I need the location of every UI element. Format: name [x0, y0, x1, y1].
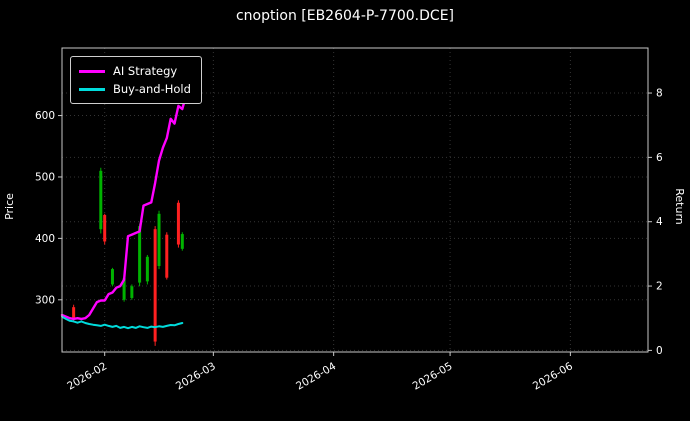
candle-body — [103, 215, 107, 242]
return-tick-label: 6 — [656, 152, 663, 164]
candle-body — [165, 234, 169, 278]
gridlines — [62, 48, 648, 352]
candle-body — [110, 269, 114, 285]
candle-body — [157, 213, 161, 267]
date-tick-label: 2026-06 — [531, 360, 575, 392]
price-tick-label: 300 — [35, 294, 55, 306]
candle-body — [138, 226, 142, 283]
legend-item-buy-and-hold: Buy-and-Hold — [79, 80, 191, 98]
left-axis-label: Price — [2, 193, 16, 220]
right-axis-label: Return — [673, 188, 687, 225]
legend-label: AI Strategy — [113, 64, 178, 78]
candle-body — [153, 229, 157, 342]
return-tick-label: 4 — [656, 216, 663, 228]
return-tick-label: 2 — [656, 281, 663, 293]
date-tick-label: 2026-02 — [65, 360, 109, 392]
series-buy-and-hold — [61, 315, 184, 330]
series-ai-strategy — [60, 93, 188, 321]
date-tick-label: 2026-03 — [174, 360, 218, 392]
legend-label: Buy-and-Hold — [113, 82, 191, 96]
candle-body — [72, 307, 76, 320]
candle-body — [122, 278, 126, 300]
candle-body — [176, 202, 180, 245]
date-tick-label: 2026-05 — [411, 360, 455, 392]
series-line — [61, 315, 184, 330]
series-line — [60, 93, 188, 321]
buy-and-hold-line-swatch — [79, 87, 105, 91]
price-tick-label: 600 — [35, 110, 55, 122]
ai-strategy-line-swatch — [79, 69, 105, 73]
left-axis-ticks: 300 400 500 600 — [35, 110, 62, 306]
legend: AI Strategy Buy-and-Hold — [70, 56, 202, 104]
candle-body — [180, 234, 184, 249]
candle-body — [99, 170, 103, 230]
price-tick-label: 500 — [35, 171, 55, 183]
x-axis-ticks: 2026-02 2026-03 2026-04 2026-05 2026-06 — [65, 352, 575, 393]
plot-border — [61, 47, 649, 353]
chart-title: cnoption [EB2604-P-7700.DCE] — [235, 8, 454, 24]
candle-body — [130, 286, 134, 298]
return-tick-label: 8 — [656, 88, 663, 100]
candle-body — [145, 256, 149, 282]
date-tick-label: 2026-04 — [294, 360, 338, 392]
right-axis-ticks: 0 2 4 6 8 — [648, 88, 663, 357]
legend-item-ai-strategy: AI Strategy — [79, 62, 191, 80]
return-tick-label: 0 — [656, 345, 663, 357]
price-tick-label: 400 — [35, 233, 55, 245]
candlesticks — [72, 167, 184, 346]
